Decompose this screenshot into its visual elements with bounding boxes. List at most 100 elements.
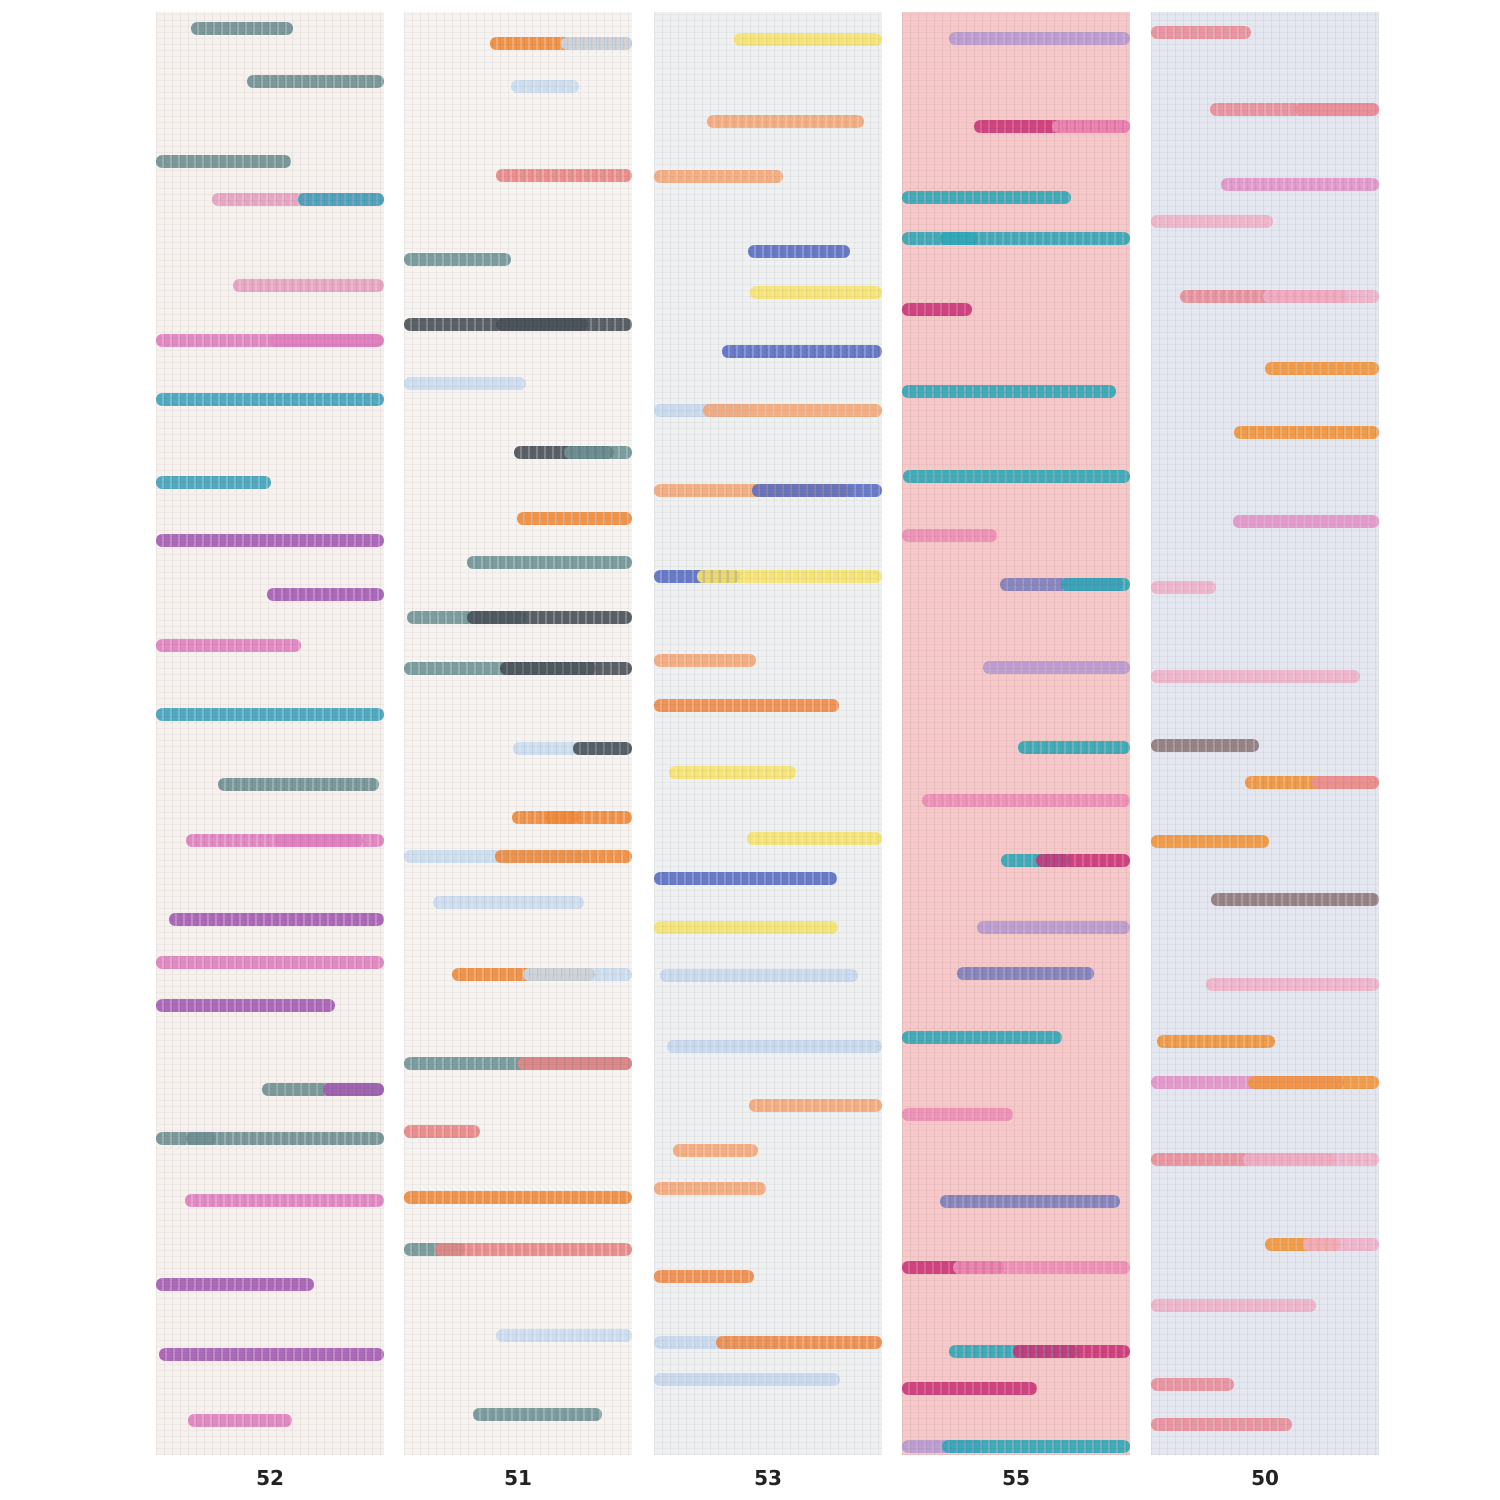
yarn-stripe: [1061, 577, 1130, 591]
yarn-stripe: [654, 698, 840, 712]
yarn-stripe: [404, 1190, 632, 1204]
yarn-stripe: [494, 850, 632, 864]
yarn-stripe: [1151, 834, 1269, 848]
yarn-stripe: [404, 376, 527, 390]
yarn-stripe: [1220, 178, 1379, 192]
yarn-stripe: [564, 446, 632, 460]
yarn-stripe: [1151, 738, 1260, 752]
yarn-stripe: [669, 766, 796, 780]
yarn-stripe: [246, 75, 384, 89]
yarn-stripe: [903, 470, 1130, 484]
yarn-stripe: [298, 192, 384, 206]
yarn-stripe: [654, 1269, 754, 1283]
yarn-stripe: [499, 662, 632, 676]
yarn-stripe: [467, 611, 632, 625]
yarn-stripe: [158, 1347, 384, 1361]
yarn-stripe: [977, 921, 1130, 935]
yarn-stripe: [1035, 854, 1130, 868]
yarn-stripe: [269, 334, 384, 348]
yarn-stripe: [560, 37, 632, 51]
yarn-stripe: [434, 1242, 632, 1256]
yarn-stripe: [1247, 1076, 1379, 1090]
swatch-label-51: 51: [504, 1466, 532, 1490]
yarn-stripe: [983, 661, 1130, 675]
yarn-stripe: [902, 1108, 1013, 1122]
yarn-stripe: [654, 1182, 767, 1196]
yarn-stripe: [1302, 1238, 1379, 1252]
yarn-stripe: [156, 155, 291, 169]
yarn-stripe: [941, 1439, 1130, 1453]
swatch-52: [156, 12, 384, 1455]
yarn-stripe: [902, 1030, 1062, 1044]
yarn-stripe: [1243, 1153, 1379, 1166]
yarn-stripe: [948, 32, 1130, 46]
yarn-stripe: [511, 79, 579, 93]
swatch-55: [902, 12, 1130, 1455]
yarn-stripe: [672, 1144, 758, 1158]
yarn-stripe: [404, 252, 511, 266]
yarn-stripe: [156, 956, 384, 970]
yarn-stripe: [1151, 1299, 1316, 1313]
yarn-stripe: [523, 968, 632, 982]
yarn-stripe: [266, 588, 384, 602]
yarn-stripe: [184, 1193, 384, 1207]
yarn-stripe: [748, 1098, 882, 1112]
yarn-stripe: [747, 831, 882, 845]
yarn-stripe: [1151, 1417, 1293, 1431]
yarn-stripe: [1263, 289, 1379, 303]
yarn-stripe: [433, 896, 585, 910]
yarn-stripe: [187, 1413, 293, 1427]
yarn-stripe: [660, 969, 859, 983]
yarn-stripe: [921, 793, 1130, 807]
yarn-stripe: [518, 1056, 632, 1070]
yarn-stripe: [186, 1131, 384, 1145]
yarn-stripe: [1151, 669, 1360, 683]
swatch-label-52: 52: [256, 1466, 284, 1490]
yarn-stripe: [721, 345, 882, 359]
yarn-stripe: [1206, 977, 1379, 991]
yarn-stripe: [323, 1083, 384, 1097]
swatch-label-50: 50: [1251, 1466, 1279, 1490]
yarn-stripe: [1052, 120, 1130, 134]
yarn-stripe: [495, 1328, 632, 1342]
yarn-stripe: [902, 528, 997, 542]
yarn-stripe: [902, 302, 973, 316]
yarn-stripe: [169, 913, 384, 927]
yarn-stripe: [706, 114, 864, 128]
yarn-stripe: [654, 920, 838, 934]
yarn-stripe: [404, 1125, 480, 1139]
yarn-stripe: [466, 556, 632, 570]
yarn-stripe: [1234, 425, 1379, 439]
yarn-stripe: [1018, 740, 1130, 754]
yarn-stripe: [939, 232, 1130, 246]
yarn-stripe: [1311, 776, 1379, 790]
yarn-stripe: [217, 777, 379, 791]
yarn-stripe: [666, 1040, 882, 1054]
yarn-stripe: [733, 33, 882, 47]
yarn-stripe: [156, 476, 271, 490]
yarn-stripe: [496, 318, 632, 332]
yarn-stripe: [654, 169, 783, 183]
yarn-stripe: [654, 872, 837, 886]
yarn-stripe: [1157, 1035, 1275, 1049]
yarn-stripe: [902, 385, 1116, 399]
yarn-stripe: [957, 967, 1095, 981]
yarn-stripe: [517, 512, 632, 526]
yarn-stripe: [654, 1373, 840, 1387]
yarn-stripe: [156, 534, 384, 548]
swatch-53: [654, 12, 882, 1455]
swatch-50: [1151, 12, 1379, 1455]
yarn-stripe: [1151, 26, 1251, 40]
yarn-stripe: [1151, 580, 1216, 594]
yarn-stripe: [1013, 1344, 1130, 1358]
yarn-stripe: [750, 285, 882, 299]
swatch-label-53: 53: [754, 1466, 782, 1490]
yarn-stripe: [156, 999, 335, 1013]
yarn-stripe: [274, 834, 384, 848]
yarn-stripe: [716, 1335, 882, 1349]
yarn-stripe: [190, 22, 293, 35]
yarn-stripe: [654, 654, 757, 668]
yarn-stripe: [702, 404, 882, 418]
yarn-stripe: [697, 569, 882, 583]
yarn-stripe: [156, 392, 384, 406]
